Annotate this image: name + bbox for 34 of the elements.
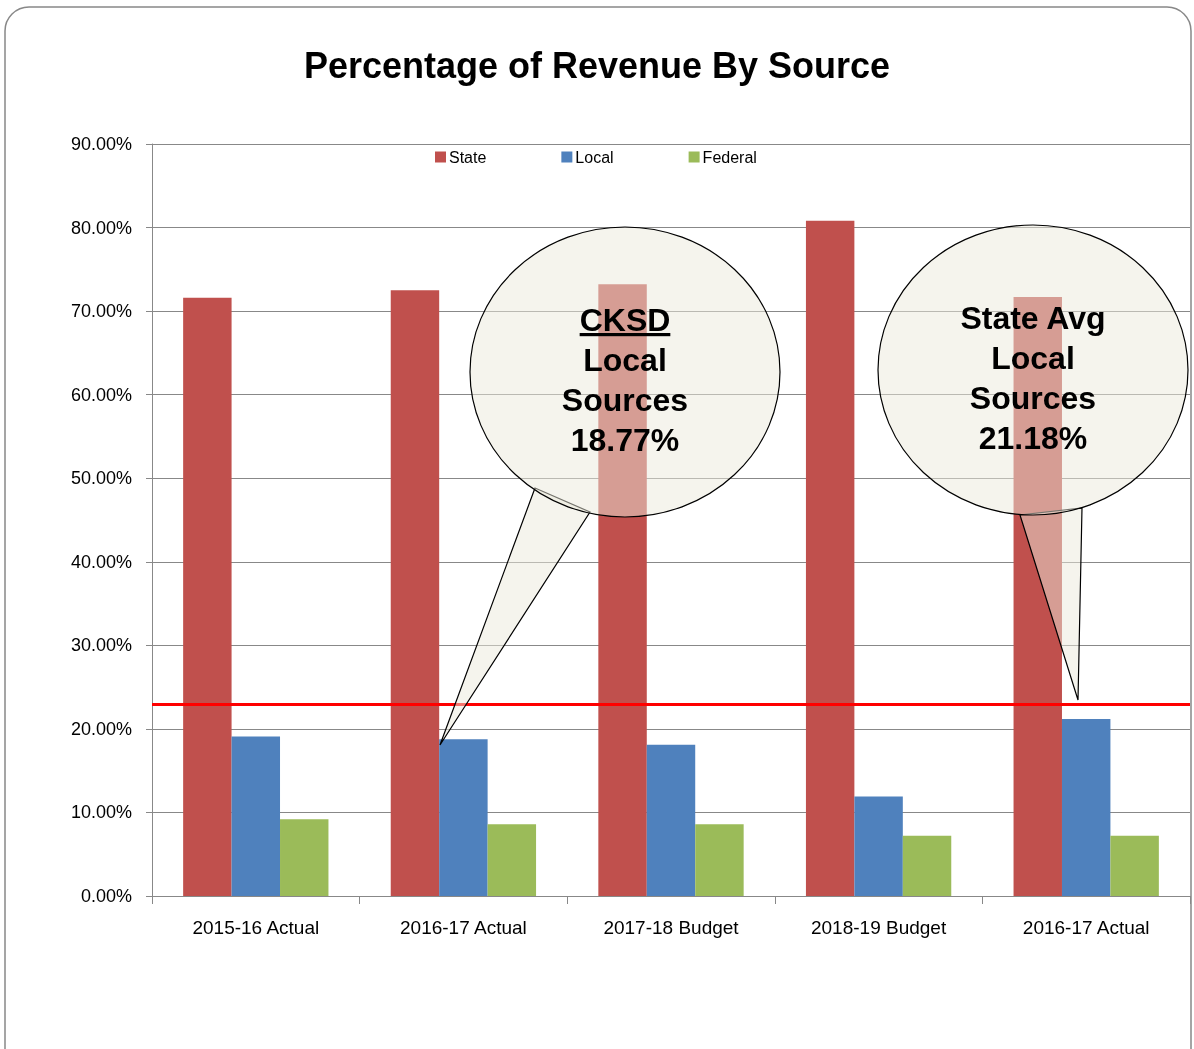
legend-label: State [449,148,487,166]
bar [902,835,952,896]
y-tick-label: 90.00% [70,134,132,154]
chart-title: Percentage of Revenue By Source [303,44,891,86]
y-tick-label: 50.00% [70,468,132,489]
bar [231,736,281,896]
y-tick-label: 10.00% [70,802,132,823]
y-tick-label: 0.00% [80,886,132,906]
bar [854,796,903,896]
x-tick-label: 2015-16 Actual [192,917,320,938]
y-tick-label: 30.00% [70,635,132,656]
y-tick-label: 70.00% [70,301,132,322]
bar [695,824,744,896]
bar [280,819,329,896]
y-tick-label: 40.00% [70,551,132,572]
x-tick-label: 2017-18 Budget [603,917,740,938]
legend-label: Federal [702,148,757,166]
bar [1110,835,1159,896]
x-tick-label: 2018-19 Budget [810,917,947,938]
y-tick-label: 60.00% [70,384,132,405]
bar [1061,719,1111,896]
x-tick-label: 2016-17 Actual [1022,917,1150,938]
bar [439,739,488,896]
y-tick-label: 80.00% [70,217,132,238]
bar [487,824,537,896]
bar [390,290,440,896]
annotation: State Avg Local Sources 21.18% [960,300,1106,456]
bar [805,220,855,896]
annotation: CKSD Local Sources 18.77% [561,302,689,458]
bar [183,297,232,896]
y-tick-label: 20.00% [70,718,132,739]
legend-label: Local [575,148,614,166]
bar [646,744,696,896]
x-tick-label: 2016-17 Actual [400,917,527,938]
